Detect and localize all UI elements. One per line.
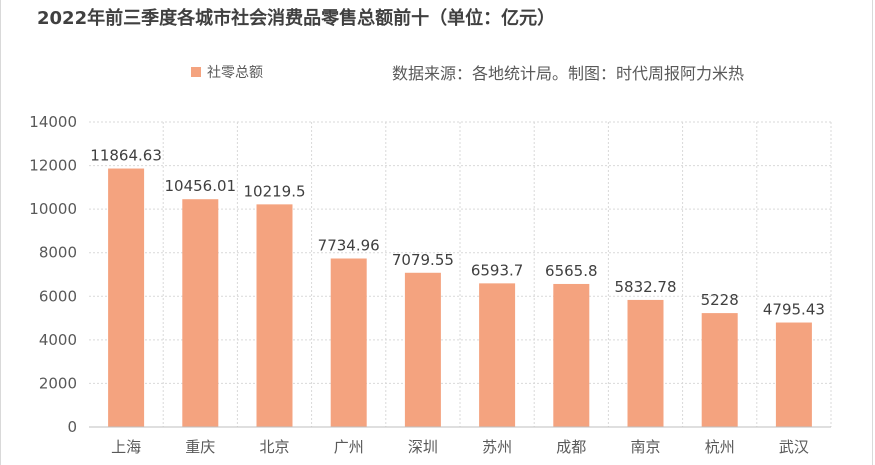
y-tick-label: 10000	[29, 200, 77, 218]
grid	[89, 121, 832, 427]
data-label: 7734.96	[318, 236, 380, 254]
y-axis: 0 2000 4000 6000 8000 10000 12000 14000	[29, 113, 77, 436]
data-label: 7079.55	[392, 251, 454, 269]
bar-6	[479, 283, 516, 427]
y-tick-label: 4000	[39, 331, 77, 349]
x-tick-label: 上海	[111, 438, 141, 456]
x-tick-label: 武汉	[779, 438, 809, 456]
data-label: 6565.8	[545, 262, 598, 280]
bar-3	[256, 204, 293, 427]
legend: 社零总额	[191, 62, 263, 82]
x-tick-label: 杭州	[705, 438, 735, 456]
legend-label: 社零总额	[207, 65, 263, 81]
data-label: 10456.01	[165, 177, 237, 195]
y-tick-label: 12000	[29, 157, 77, 175]
bar-9	[701, 313, 738, 427]
bar-1	[108, 168, 145, 427]
data-label: 6593.7	[471, 261, 524, 279]
x-tick-label: 北京	[259, 438, 289, 456]
x-tick-label: 成都	[556, 438, 586, 456]
data-label: 11864.63	[90, 147, 162, 165]
y-tick-label: 8000	[39, 244, 77, 262]
x-tick-label: 重庆	[185, 438, 215, 456]
data-label: 10219.5	[243, 182, 305, 200]
chart-title: 2022年前三季度各城市社会消费品零售总额前十（单位：亿元）	[37, 8, 556, 29]
data-label: 5832.78	[614, 278, 676, 296]
bar-7	[553, 283, 590, 427]
x-tick-label: 南京	[630, 438, 660, 456]
x-tick-label: 苏州	[482, 438, 512, 456]
bar-8	[627, 299, 664, 427]
y-tick-label: 2000	[39, 374, 77, 392]
data-label: 4795.43	[763, 301, 825, 319]
y-tick-label: 6000	[39, 287, 77, 305]
x-tick-label: 广州	[334, 438, 364, 456]
legend-swatch	[191, 67, 201, 77]
bar-2	[182, 199, 219, 427]
x-axis: 上海 重庆 北京 广州 深圳 苏州 成都 南京 杭州 武汉	[89, 426, 831, 456]
data-label: 5228	[701, 291, 739, 309]
y-tick-label: 0	[67, 418, 77, 436]
bar-4	[330, 258, 367, 427]
bar-10	[775, 322, 812, 427]
bar-5	[404, 272, 441, 427]
y-tick-label: 14000	[29, 113, 77, 131]
x-tick-label: 深圳	[408, 438, 438, 456]
source-note: 数据来源：各地统计局。制图：时代周报阿力米热	[392, 64, 745, 83]
